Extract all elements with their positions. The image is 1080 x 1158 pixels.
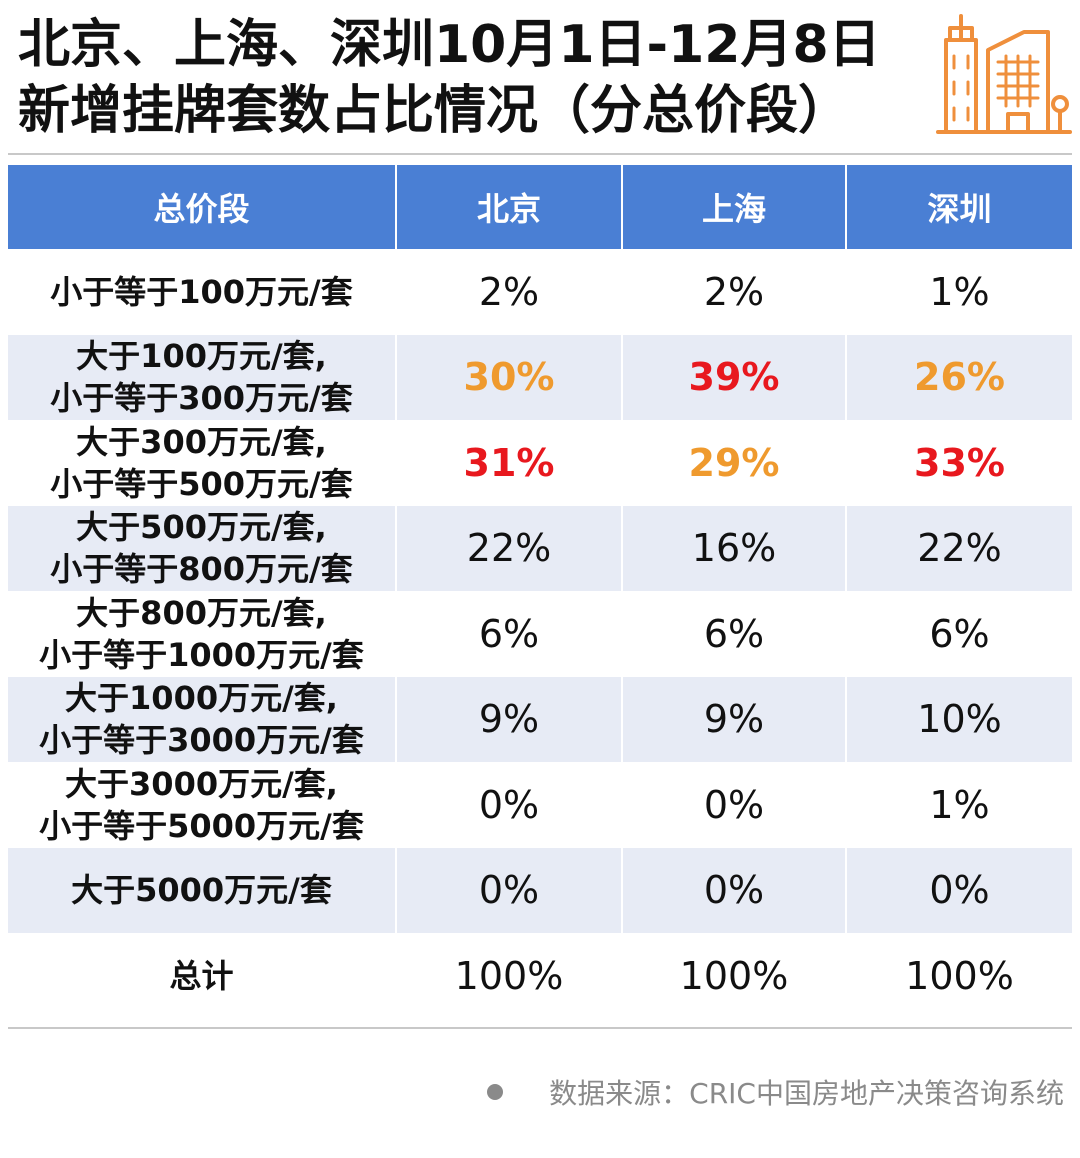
price-band-cell: 大于100万元/套, 小于等于300万元/套 [8,334,397,420]
table-row: 大于800万元/套, 小于等于1000万元/套 6% 6% 6% [8,591,1072,677]
table-row: 小于等于100万元/套 2% 2% 1% [8,249,1072,335]
share-value-beijing: 22% [396,505,623,591]
table-row: 大于1000万元/套, 小于等于3000万元/套 9% 9% 10% [8,676,1072,762]
price-band-cell: 大于500万元/套, 小于等于800万元/套 [8,505,397,591]
price-band-label: 大于800万元/套, [76,593,327,632]
title-divider [8,153,1072,155]
header-shenzhen: 深圳 [846,165,1072,249]
price-band-label: 大于300万元/套, [76,422,327,461]
share-value-beijing: 31% [396,420,623,506]
price-band-cell: 小于等于100万元/套 [8,249,397,335]
price-band-label: 大于5000万元/套 [71,871,332,910]
share-value-shanghai: 2% [622,249,847,335]
price-band-label: 大于500万元/套, [76,508,327,547]
share-value-shanghai: 100% [622,933,847,1019]
table-row: 大于100万元/套, 小于等于300万元/套 30% 39% 26% [8,334,1072,420]
share-value-shenzhen: 100% [846,933,1072,1019]
price-band-cell: 总计 [8,933,397,1019]
price-band-label: 小于等于1000万元/套 [39,635,364,674]
share-value-beijing: 2% [396,249,623,335]
share-value-shenzhen: 26% [846,334,1072,420]
share-value-shanghai: 0% [622,847,847,933]
price-band-label: 大于1000万元/套, [65,679,338,718]
share-value-shanghai: 16% [622,505,847,591]
price-band-label: 小于等于5000万元/套 [39,806,364,845]
city-buildings-icon [936,14,1072,134]
title-line-2: 新增挂牌套数占比情况（分总价段） [18,81,851,141]
bullet-dot-icon [487,1084,504,1100]
share-value-shanghai: 39% [622,334,847,420]
share-value-beijing: 30% [396,334,623,420]
price-band-label: 小于等于3000万元/套 [39,721,364,760]
header-beijing: 北京 [396,165,623,249]
price-band-cell: 大于800万元/套, 小于等于1000万元/套 [8,591,397,677]
header-price-band: 总价段 [8,165,397,249]
share-value-beijing: 9% [396,676,623,762]
chart-title: 北京、上海、深圳10月1日-12月8日 新增挂牌套数占比情况（分总价段） [18,12,918,144]
share-value-shenzhen: 1% [846,249,1072,335]
price-band-label: 大于100万元/套, [76,337,327,376]
share-value-shenzhen: 1% [846,762,1072,848]
source-text: 数据来源：CRIC中国房地产决策咨询系统 [549,1077,1064,1110]
share-value-shanghai: 9% [622,676,847,762]
price-band-label: 小于等于500万元/套 [50,464,353,503]
total-row: 总计 100% 100% 100% [8,933,1072,1019]
share-value-shenzhen: 22% [846,505,1072,591]
title-line-1: 北京、上海、深圳10月1日-12月8日 [18,15,881,75]
share-value-beijing: 0% [396,762,623,848]
table-body: 小于等于100万元/套 2% 2% 1% 大于100万元/套, 小于等于300万元/套 30… [8,249,1072,1019]
price-band-cell: 大于3000万元/套, 小于等于5000万元/套 [8,762,397,848]
price-band-label: 小于等于300万元/套 [50,379,353,418]
price-band-label: 小于等于100万元/套 [50,272,353,311]
table-row: 大于300万元/套, 小于等于500万元/套 31% 29% 33% [8,420,1072,506]
price-band-label: 总计 [169,956,234,995]
price-band-cell: 大于300万元/套, 小于等于500万元/套 [8,420,397,506]
table-row: 大于3000万元/套, 小于等于5000万元/套 0% 0% 1% [8,762,1072,848]
price-band-table: 总价段 北京 上海 深圳 小于等于100万元/套 2% 2% 1% 大于100万元/套,… [8,165,1072,1019]
share-value-shenzhen: 6% [846,591,1072,677]
price-band-label: 小于等于800万元/套 [50,550,353,589]
share-value-shenzhen: 10% [846,676,1072,762]
share-value-shanghai: 0% [622,762,847,848]
price-band-cell: 大于5000万元/套 [8,847,397,933]
share-value-beijing: 0% [396,847,623,933]
share-value-shenzhen: 0% [846,847,1072,933]
price-band-label: 大于3000万元/套, [65,764,338,803]
header-shanghai: 上海 [622,165,847,249]
price-band-cell: 大于1000万元/套, 小于等于3000万元/套 [8,676,397,762]
share-value-shanghai: 6% [622,591,847,677]
source-note: 数据来源：CRIC中国房地产决策咨询系统 [487,1072,1064,1112]
share-value-shanghai: 29% [622,420,847,506]
share-value-shenzhen: 33% [846,420,1072,506]
table-row: 大于5000万元/套 0% 0% 0% [8,847,1072,933]
share-value-beijing: 100% [396,933,623,1019]
table-header-row: 总价段 北京 上海 深圳 [8,165,1072,249]
table-row: 大于500万元/套, 小于等于800万元/套 22% 16% 22% [8,505,1072,591]
share-value-beijing: 6% [396,591,623,677]
table-bottom-divider [8,1027,1072,1029]
